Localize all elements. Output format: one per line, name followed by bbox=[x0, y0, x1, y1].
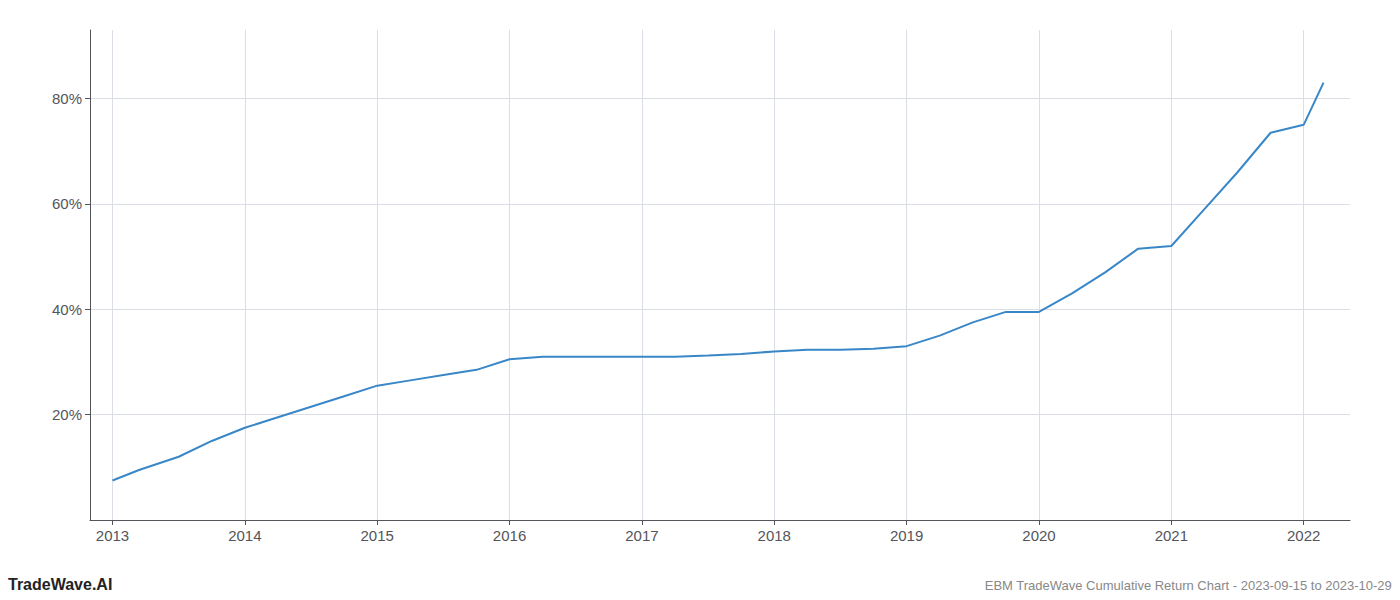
svg-text:2021: 2021 bbox=[1155, 527, 1188, 544]
svg-text:EBM TradeWave Cumulative Retur: EBM TradeWave Cumulative Return Chart - … bbox=[985, 578, 1392, 593]
svg-text:2018: 2018 bbox=[758, 527, 791, 544]
svg-text:2016: 2016 bbox=[493, 527, 526, 544]
svg-text:40%: 40% bbox=[52, 301, 82, 318]
svg-text:2014: 2014 bbox=[228, 527, 261, 544]
svg-text:2019: 2019 bbox=[890, 527, 923, 544]
svg-text:2022: 2022 bbox=[1287, 527, 1320, 544]
svg-text:2013: 2013 bbox=[96, 527, 129, 544]
svg-text:2015: 2015 bbox=[361, 527, 394, 544]
svg-text:2020: 2020 bbox=[1022, 527, 1055, 544]
svg-text:80%: 80% bbox=[52, 90, 82, 107]
svg-text:20%: 20% bbox=[52, 406, 82, 423]
svg-text:60%: 60% bbox=[52, 195, 82, 212]
svg-text:2017: 2017 bbox=[625, 527, 658, 544]
svg-text:TradeWave.AI: TradeWave.AI bbox=[8, 576, 112, 593]
